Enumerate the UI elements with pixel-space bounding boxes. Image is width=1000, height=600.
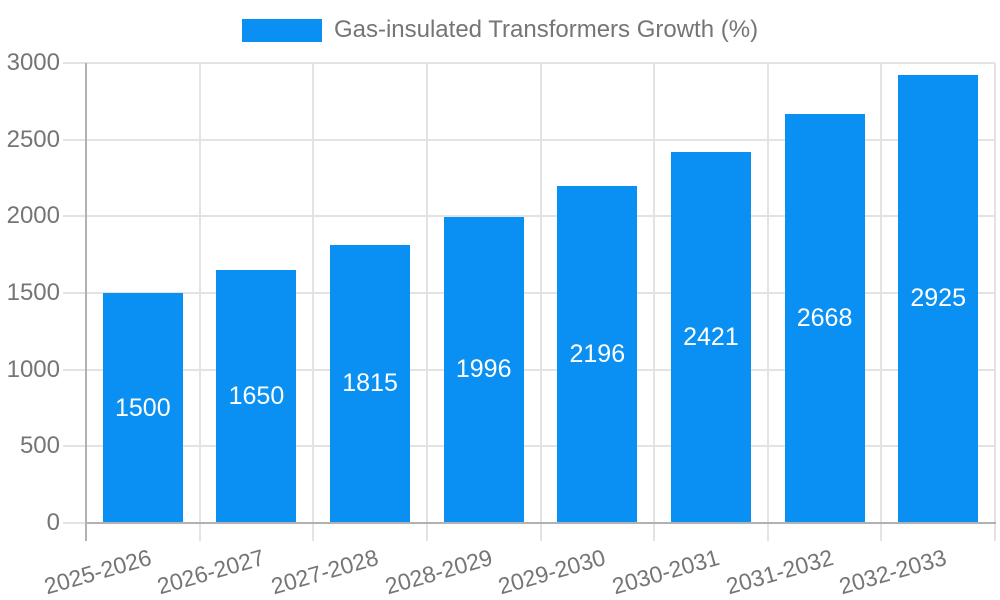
y-tick-label: 0 (46, 509, 60, 536)
bar[interactable]: 2925 (898, 74, 979, 523)
x-tick-label: 2025-2026 (41, 544, 154, 600)
x-tick-label: 2032-2033 (836, 544, 950, 600)
bar-value-label: 1815 (342, 369, 398, 398)
h-gridline (63, 215, 995, 218)
y-tick-label: 2500 (6, 125, 60, 153)
bar-value-label: 2196 (569, 340, 626, 369)
x-axis-line (85, 522, 996, 524)
x-tick-label: 2030-2031 (609, 544, 723, 600)
x-axis-tick (85, 523, 87, 541)
bar-value-label: 2421 (683, 322, 739, 351)
bar[interactable]: 1996 (443, 216, 524, 523)
h-gridline (63, 62, 995, 64)
x-tick-label: 2029-2030 (495, 544, 609, 600)
bar-value-label: 2668 (796, 303, 853, 332)
bar[interactable]: 2196 (557, 186, 638, 523)
y-axis-tick (63, 522, 86, 524)
y-axis-line (85, 63, 87, 523)
h-gridline (63, 368, 995, 371)
bar-value-label: 2925 (910, 284, 966, 313)
v-gridline (766, 63, 769, 541)
v-gridline (425, 63, 428, 541)
x-tick-label: 2028-2029 (381, 544, 495, 600)
x-tick-label: 2027-2028 (268, 544, 382, 600)
h-gridline (63, 138, 995, 141)
v-gridline (539, 63, 542, 541)
bar[interactable]: 2668 (784, 113, 865, 523)
v-gridline (653, 63, 656, 541)
legend-item[interactable]: Gas-insulated Transformers Growth (%) (0, 16, 1000, 44)
legend-swatch-icon (241, 18, 322, 42)
x-tick-label: 2031-2032 (722, 544, 836, 600)
bar[interactable]: 1815 (330, 244, 411, 523)
h-gridline (63, 292, 995, 294)
bar-value-label: 1650 (228, 382, 285, 410)
h-gridline (63, 445, 995, 448)
v-gridline (312, 63, 315, 541)
legend-label: Gas-insulated Transformers Growth (%) (333, 16, 759, 43)
x-tick-label: 2026-2027 (154, 544, 268, 600)
v-gridline (198, 63, 201, 541)
v-gridline (880, 63, 883, 541)
y-tick-label: 500 (19, 432, 60, 460)
v-gridline (994, 63, 996, 541)
y-tick-label: 1500 (6, 279, 60, 306)
bar[interactable]: 1650 (216, 270, 297, 523)
bar-value-label: 1996 (455, 355, 512, 384)
bar[interactable]: 2421 (670, 151, 751, 523)
y-tick-label: 1000 (6, 355, 60, 383)
y-tick-label: 2000 (6, 202, 60, 230)
bar-value-label: 1500 (115, 393, 171, 422)
y-tick-label: 3000 (6, 49, 60, 76)
bar[interactable]: 1500 (102, 293, 183, 523)
